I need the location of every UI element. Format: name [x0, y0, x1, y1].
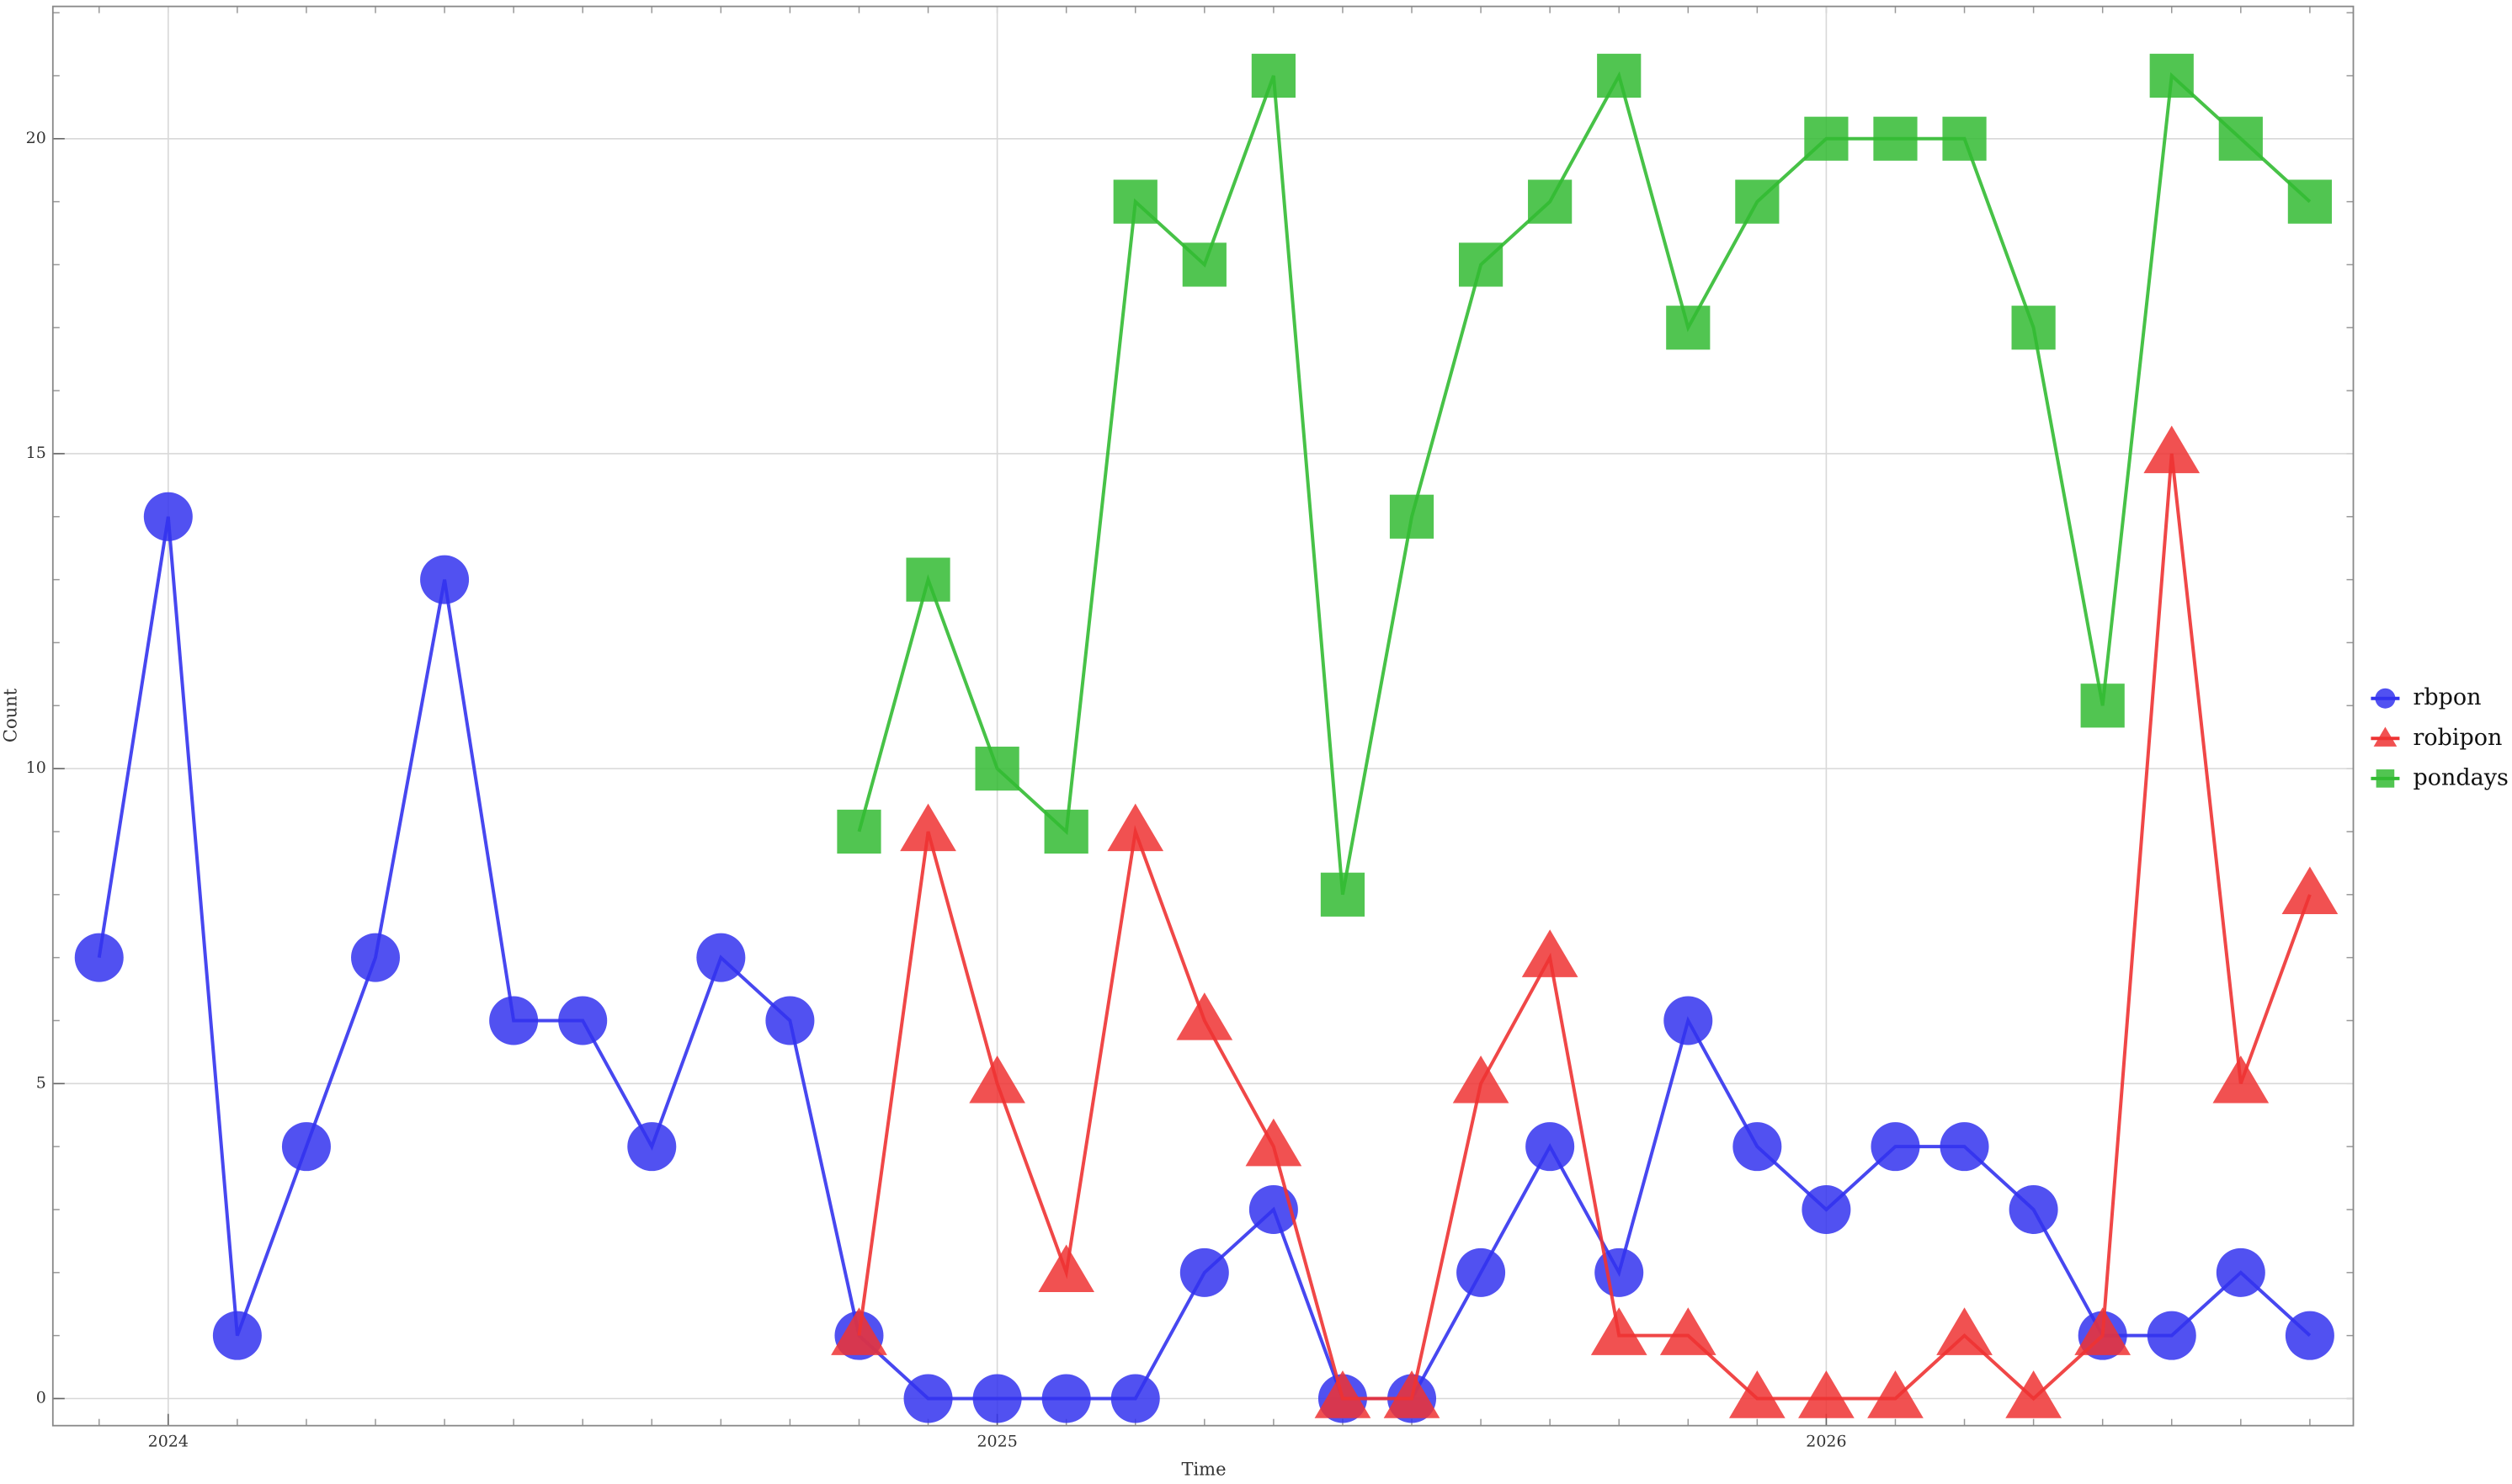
- point: [1936, 1307, 1993, 1355]
- point: [2375, 688, 2396, 709]
- point: [2281, 866, 2339, 915]
- point: [837, 809, 881, 854]
- point: [903, 1374, 953, 1423]
- point: [2074, 1307, 2131, 1355]
- point: [2009, 1184, 2058, 1234]
- point: [765, 996, 815, 1045]
- y-axis-label: Count: [1, 688, 21, 742]
- x-tick-label: 2026: [1806, 1433, 1846, 1451]
- point: [2216, 1247, 2265, 1297]
- series-line: [857, 453, 2312, 1402]
- x-tick-label: 2025: [977, 1433, 1017, 1451]
- point: [900, 803, 956, 852]
- point: [1873, 116, 1918, 161]
- point: [558, 996, 608, 1045]
- series: [74, 492, 2334, 1423]
- point: [1590, 1307, 1647, 1355]
- point: [1528, 179, 1573, 224]
- legend-label: pondays: [2413, 764, 2508, 790]
- point: [1182, 242, 1227, 287]
- point: [2218, 116, 2263, 161]
- point: [1320, 872, 1365, 917]
- point: [143, 492, 193, 541]
- point: [281, 1122, 331, 1172]
- point: [1804, 116, 1849, 161]
- point: [1663, 996, 1713, 1045]
- point: [1594, 1247, 1644, 1297]
- point: [1732, 1122, 1782, 1172]
- point: [1245, 1118, 1302, 1167]
- point: [1597, 53, 1642, 98]
- series-line: [857, 71, 2312, 896]
- point: [2005, 1370, 2062, 1418]
- point: [2212, 1055, 2270, 1104]
- point: [2373, 726, 2398, 747]
- point: [1525, 1122, 1575, 1172]
- point: [2149, 53, 2194, 98]
- point: [1251, 53, 1296, 98]
- series: [831, 425, 2339, 1418]
- point: [1729, 1370, 1786, 1418]
- y-tick-label: 5: [36, 1073, 46, 1092]
- point: [972, 1374, 1022, 1423]
- point: [1389, 494, 1434, 539]
- y-tick-label: 15: [26, 444, 46, 462]
- point: [1458, 242, 1503, 287]
- point: [1871, 1122, 1920, 1172]
- point: [1798, 1370, 1855, 1418]
- y-tick-label: 10: [26, 758, 46, 777]
- point: [1044, 809, 1088, 854]
- point: [1113, 179, 1158, 224]
- point: [696, 933, 746, 982]
- legend-label: robipon: [2413, 725, 2502, 751]
- y-tick-label: 20: [26, 129, 46, 147]
- point: [1666, 306, 1711, 350]
- point: [1383, 1370, 1440, 1418]
- point: [2376, 769, 2395, 788]
- plot-frame: [51, 5, 2355, 1427]
- point: [1314, 1370, 1371, 1418]
- point: [420, 555, 470, 604]
- point: [969, 1055, 1025, 1104]
- point: [1179, 1247, 1229, 1297]
- point: [1452, 1055, 1509, 1104]
- point: [1038, 1244, 1095, 1293]
- point: [1176, 992, 1233, 1040]
- x-axis-label: Time: [1181, 1460, 1226, 1480]
- point: [906, 557, 950, 602]
- point: [1041, 1374, 1091, 1423]
- series: [837, 53, 2332, 917]
- point: [351, 933, 401, 982]
- point: [627, 1122, 677, 1172]
- point: [1521, 929, 1578, 977]
- point: [2011, 306, 2056, 350]
- point: [975, 747, 1019, 791]
- y-tick-label: 0: [36, 1388, 46, 1407]
- point: [2143, 425, 2201, 474]
- point: [1940, 1122, 1989, 1172]
- point: [2080, 683, 2125, 728]
- point: [2147, 1311, 2196, 1360]
- point: [2285, 1311, 2334, 1360]
- point: [1867, 1370, 1924, 1418]
- point: [212, 1311, 262, 1360]
- point: [831, 1307, 887, 1355]
- point: [1942, 116, 1987, 161]
- point: [1802, 1184, 1851, 1234]
- point: [74, 933, 124, 982]
- x-tick-label: 2024: [148, 1433, 189, 1451]
- point: [489, 996, 539, 1045]
- point: [1735, 179, 1780, 224]
- point: [1456, 1247, 1506, 1297]
- point: [1659, 1307, 1716, 1355]
- point: [1110, 1374, 1160, 1423]
- point: [2287, 179, 2332, 224]
- point: [1107, 803, 1164, 852]
- legend-label: rbpon: [2413, 684, 2481, 710]
